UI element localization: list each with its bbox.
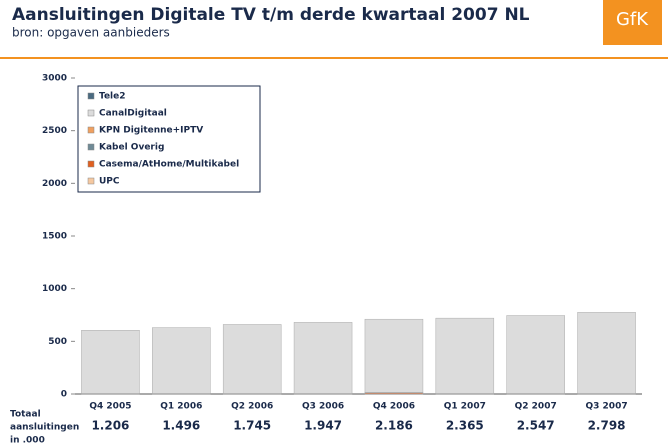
total-value: 1.947 — [304, 419, 342, 433]
total-value: 2.365 — [446, 419, 484, 433]
legend-box — [77, 85, 261, 193]
x-tick-label: Q2 2007 — [515, 402, 557, 412]
total-value: 2.547 — [517, 419, 555, 433]
bar-segment — [435, 317, 495, 394]
x-tick-label: Q1 2007 — [444, 402, 486, 412]
row-label: aansluitingen — [10, 423, 79, 433]
legend-label: CanalDigitaal — [99, 109, 167, 119]
total-value: 2.186 — [375, 419, 413, 433]
legend-swatch — [87, 92, 95, 100]
row-label: Totaal — [10, 410, 41, 420]
y-tick-label: 2000 — [42, 179, 67, 189]
chart-title: Aansluitingen Digitale TV t/m derde kwar… — [12, 5, 530, 25]
total-value: 1.745 — [233, 419, 271, 433]
x-tick-label: Q2 2006 — [231, 402, 273, 412]
legend-swatch — [87, 160, 95, 168]
legend-label: Kabel Overig — [99, 143, 164, 153]
bar-segment — [152, 327, 211, 394]
legend-label: KPN Digitenne+IPTV — [99, 126, 203, 136]
y-tick-label: 0 — [61, 390, 67, 400]
bar-segment — [222, 324, 282, 394]
y-tick-label: 3000 — [42, 74, 67, 84]
chart-subtitle: bron: opgaven aanbieders — [12, 26, 170, 40]
bar-segment — [293, 322, 353, 394]
x-tick-label: Q4 2006 — [373, 402, 415, 412]
total-value: 2.798 — [588, 419, 626, 433]
legend-swatch — [87, 109, 95, 117]
y-tick-label: 500 — [48, 337, 67, 347]
row-label: in .000 — [10, 436, 45, 446]
x-tick-label: Q4 2005 — [89, 402, 131, 412]
legend-label: Casema/AtHome/Multikabel — [99, 160, 239, 170]
x-tick-label: Q3 2006 — [302, 402, 344, 412]
y-tick-label: 1500 — [42, 232, 67, 242]
y-tick-label: 1000 — [42, 284, 67, 294]
total-value: 1.206 — [91, 419, 129, 433]
bar-segment — [81, 330, 140, 394]
legend-label: Tele2 — [99, 92, 126, 102]
bar-segment — [577, 312, 636, 394]
total-value: 1.496 — [162, 419, 200, 433]
legend-swatch — [87, 177, 95, 185]
logo-box — [603, 0, 662, 45]
logo: GfK — [616, 9, 649, 30]
x-tick-label: Q1 2006 — [160, 402, 202, 412]
x-tick-label: Q3 2007 — [586, 402, 628, 412]
bar-segment — [364, 318, 424, 393]
y-tick-label: 2500 — [42, 126, 67, 136]
bar-segment — [506, 315, 565, 394]
legend-swatch — [87, 126, 95, 134]
legend-label: UPC — [99, 177, 120, 187]
legend-swatch — [87, 143, 95, 151]
